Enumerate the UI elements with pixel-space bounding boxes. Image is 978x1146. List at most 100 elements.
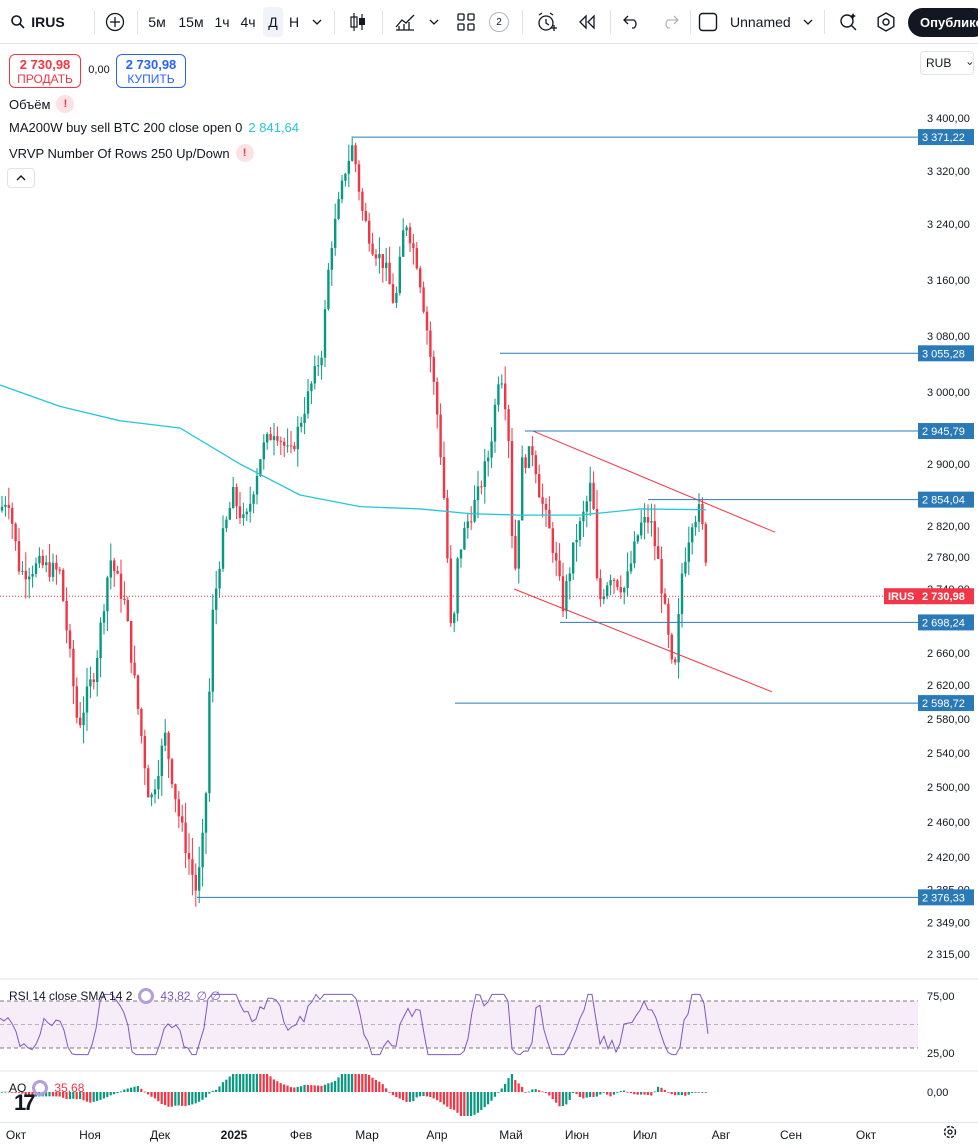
candle-body [340, 180, 344, 200]
candle-body [184, 822, 187, 854]
candle-body [422, 287, 425, 312]
candle-body [11, 508, 14, 524]
publish-button[interactable]: Опублико [908, 8, 978, 37]
candle-body [487, 457, 490, 462]
ao-bar [133, 1086, 136, 1092]
price-chart[interactable]: 3 400,00 3 320,00 3 240,00 3 160,00 3 080,00… [0, 44, 978, 1122]
price-tick-label: 2 660,00 [927, 648, 970, 660]
ao-bar [96, 1092, 99, 1101]
price-tick-label: 3 320,00 [927, 166, 970, 178]
settings-button[interactable] [872, 0, 900, 44]
ao-bar [412, 1092, 415, 1102]
chart-type-button[interactable] [344, 0, 372, 44]
undo-button[interactable] [619, 0, 645, 44]
warning-icon[interactable]: ! [56, 95, 75, 113]
ao-bar [153, 1092, 156, 1099]
time-tick-label: Июн [564, 1128, 590, 1142]
candle-body [99, 622, 102, 659]
price-tick-label: 2 620,00 [927, 680, 970, 692]
tradingview-logo-icon[interactable]: 17 [14, 1090, 36, 1115]
sell-button[interactable]: 2 730,98 ПРОДАТЬ [9, 54, 81, 88]
candle-body [687, 542, 690, 562]
ao-bar [102, 1092, 105, 1099]
candle-body [7, 504, 10, 509]
interval-dropdown[interactable] [308, 0, 326, 44]
price-level-marker [918, 129, 974, 146]
ao-bar [191, 1092, 194, 1105]
ao-bar [466, 1092, 469, 1116]
redo-button[interactable] [657, 0, 683, 44]
interval-day[interactable]: Д [263, 7, 283, 37]
ao-bar [568, 1092, 571, 1101]
ao-bar [238, 1074, 241, 1092]
candle-body [514, 536, 517, 569]
price-level-marker [918, 345, 974, 362]
price-tick-label: 2 780,00 [927, 552, 970, 564]
ao-bar [347, 1074, 350, 1092]
candle-body [323, 309, 327, 358]
ao-bar [65, 1092, 68, 1100]
indicators-button[interactable] [392, 0, 418, 44]
volume-legend[interactable]: Объём ! [9, 95, 75, 113]
candle-body [296, 426, 299, 450]
ao-bar [272, 1079, 275, 1092]
candle-body [582, 511, 585, 522]
candle-body [646, 517, 650, 523]
price-level-marker-label: 3 055,28 [922, 348, 965, 360]
ao-bar [561, 1092, 564, 1106]
ao-bar [595, 1092, 598, 1097]
interval-5m[interactable]: 5м [148, 14, 166, 30]
ao-bar [429, 1092, 432, 1098]
currency-select[interactable]: RUB [920, 51, 974, 75]
symbol-search-button[interactable]: IRUS [8, 0, 68, 44]
grid-layout-icon [457, 13, 475, 31]
candle-body [606, 585, 609, 597]
ao-bar [106, 1092, 109, 1098]
ao-bar [4, 1091, 7, 1093]
chart-settings-button[interactable] [942, 1124, 958, 1145]
price-level-marker [918, 491, 974, 508]
ao-bar [45, 1092, 48, 1097]
replay-button[interactable] [573, 0, 601, 44]
warning-icon[interactable]: ! [235, 144, 254, 162]
time-axis[interactable]: Окт Ноя Дек 2025 Фев Мар Апр Май Июн Июл Авг Сен Окт [0, 1122, 978, 1146]
ao-bar [85, 1092, 88, 1102]
quick-search-button[interactable] [835, 0, 863, 44]
data-loading-icon [32, 1080, 49, 1096]
candle-body [300, 423, 303, 427]
ao-bar [612, 1092, 615, 1095]
collapse-legend-button[interactable] [7, 168, 35, 188]
interval-1h[interactable]: 1ч [214, 14, 230, 30]
candle-body [575, 539, 578, 543]
buy-button[interactable]: 2 730,98 КУПИТЬ [116, 54, 186, 88]
candle-body [361, 191, 364, 211]
layout-name-button[interactable]: Unnamed [698, 0, 816, 44]
ma-legend[interactable]: MA200W buy sell BTC 200 close open 0 2 8… [9, 120, 299, 135]
interval-4h[interactable]: 4ч [240, 14, 256, 30]
ao-bar [344, 1074, 347, 1092]
candle-body [456, 558, 459, 614]
ao-bar [524, 1092, 527, 1093]
candle-body [106, 577, 109, 612]
candle-body [657, 546, 660, 559]
candle-body [41, 555, 44, 566]
candle-body [320, 357, 323, 366]
candle-body [578, 521, 582, 540]
ao-legend[interactable]: AO 35,68 [9, 1080, 84, 1096]
layouts-button[interactable] [454, 0, 478, 44]
candle-body [204, 793, 208, 833]
indicators-dropdown[interactable] [427, 0, 441, 44]
price-level-marker-label: 2 698,24 [922, 617, 965, 629]
interval-week[interactable]: Н [288, 14, 300, 30]
ao-bar [89, 1092, 92, 1103]
ao-bar [551, 1092, 554, 1100]
interval-15m[interactable]: 15м [178, 14, 204, 30]
toolbar-divider [94, 10, 95, 34]
compare-add-button[interactable] [102, 0, 128, 44]
alert-button[interactable] [533, 0, 561, 44]
candle-body [24, 570, 27, 580]
vrvp-legend[interactable]: VRVP Number Of Rows 250 Up/Down ! [9, 144, 254, 162]
ao-bar [194, 1092, 197, 1104]
layouts-count[interactable]: 2 [487, 0, 511, 44]
rsi-legend[interactable]: RSI 14 close SMA 14 2 43,82 ∅ ∅ [9, 988, 221, 1004]
